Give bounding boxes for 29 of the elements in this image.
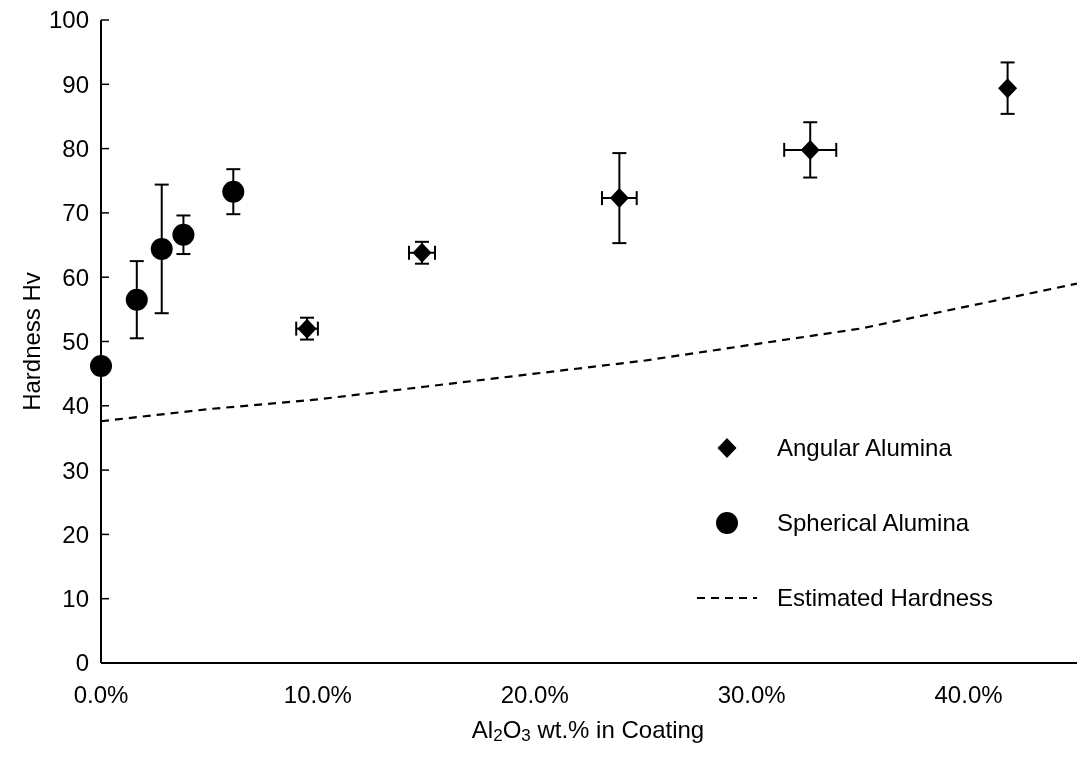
legend-label: Estimated Hardness [777, 584, 994, 612]
x-tick-label: 20.0% [500, 681, 569, 708]
y-tick-label: 100 [48, 6, 89, 34]
x-tick-label: 30.0% [717, 681, 786, 708]
y-axis-title: Hardness Hv [18, 272, 45, 411]
y-tick-label: 60 [62, 263, 89, 291]
y-tick-label: 50 [62, 327, 89, 355]
point [609, 188, 629, 209]
y-tick-label: 40 [62, 392, 89, 420]
y-tick-label: 20 [62, 520, 89, 548]
y-tick-label: 30 [62, 456, 89, 484]
y-tick-label: 10 [62, 585, 89, 613]
x-tick-label: 10.0% [283, 681, 352, 708]
point [172, 223, 195, 246]
x-tick-label: 0.0% [73, 681, 129, 708]
y-tick-label: 0 [75, 649, 89, 677]
point [90, 354, 112, 377]
point [800, 139, 820, 160]
point [125, 288, 148, 311]
y-tick-label: 90 [62, 70, 89, 98]
x-axis-title: Al$_{2}$O$_{3}$ wt.% in Coating [471, 716, 705, 745]
point [150, 237, 173, 260]
y-tick-label: 70 [62, 199, 89, 227]
point [222, 180, 245, 203]
x-tick-label: 40.0% [934, 681, 1003, 708]
legend-label: Spherical Alumina [777, 509, 970, 537]
y-tick-label: 80 [62, 135, 89, 162]
legend-label: Angular Alumina [777, 434, 953, 462]
point [998, 78, 1018, 99]
